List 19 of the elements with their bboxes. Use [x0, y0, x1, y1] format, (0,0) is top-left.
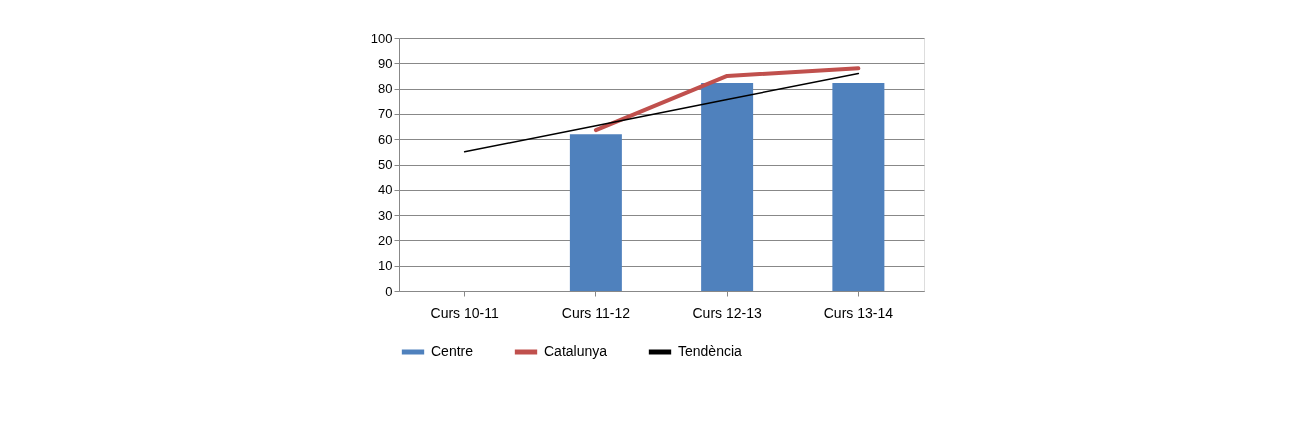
y-tick-label: 50	[378, 157, 393, 172]
y-tick-label: 0	[385, 283, 393, 299]
line-series	[463, 72, 860, 153]
legend-label: Catalunya	[544, 343, 608, 359]
y-tick-label: 10	[378, 258, 393, 274]
y-tick-label: 70	[378, 106, 393, 122]
x-tick-label: Curs 11-12	[561, 304, 631, 321]
x-tick-label: Curs 12-13	[692, 304, 762, 321]
y-tick-label: 40	[378, 182, 393, 198]
y-tick-label: 100	[370, 30, 393, 46]
legend-label: Centre	[431, 343, 474, 359]
y-tick-label: 80	[378, 81, 393, 97]
x-tick-label: Curs 13-14	[823, 304, 894, 321]
y-tick-label: 60	[378, 131, 393, 147]
y-tick-label: 30	[378, 207, 393, 223]
y-tick-label: 90	[378, 55, 393, 71]
x-tick-label: Curs 10-11	[430, 304, 499, 321]
legend-label: Tendència	[678, 343, 743, 359]
y-tick-label: 20	[378, 232, 393, 248]
